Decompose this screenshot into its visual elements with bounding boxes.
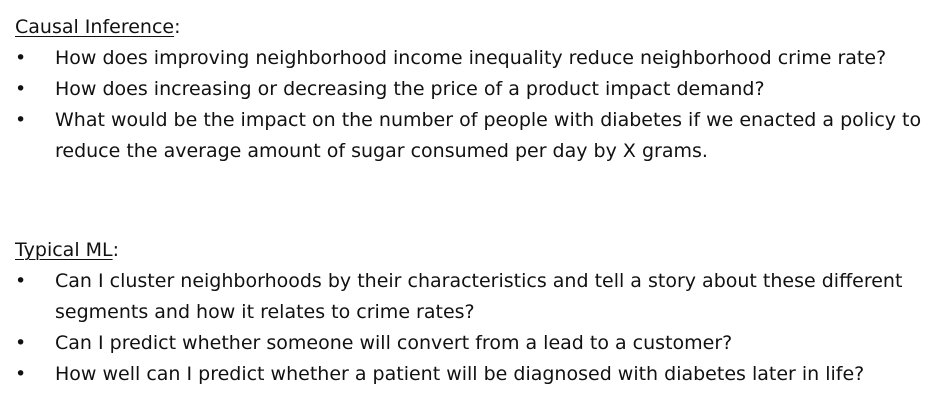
list-item: • Can I cluster neighborhoods by their c… [0,266,921,328]
section-heading-text: Typical ML [15,239,113,261]
bullet-icon: • [15,363,27,385]
bullet-icon: • [15,109,27,131]
bullet-icon: • [15,270,27,292]
section-heading: Typical ML: [15,235,950,266]
list-item-text: Can I predict whether someone will conve… [55,332,733,354]
list-item-text: Can I cluster neighborhoods by their cha… [55,270,903,323]
causal-inference-section: Causal Inference: • How does improving n… [0,12,950,167]
section-heading-text: Causal Inference [15,16,175,38]
list-item: • What would be the impact on the number… [0,105,941,167]
list-item-text: How well can I predict whether a patient… [55,363,865,385]
section-heading-colon: : [112,239,120,261]
list-item: • How does increasing or decreasing the … [0,74,950,105]
list-item-text: What would be the impact on the number o… [55,109,922,162]
list-item: • How does improving neighborhood income… [0,43,950,74]
typical-ml-section: Typical ML: • Can I cluster neighborhood… [0,235,950,390]
section-heading: Causal Inference: [15,12,950,43]
bullet-icon: • [15,332,27,354]
section-heading-colon: : [174,16,181,38]
list-item: • How well can I predict whether a patie… [0,359,950,390]
bullet-icon: • [15,78,27,100]
list-item: • Can I predict whether someone will con… [0,328,950,359]
list-item-text: How does increasing or decreasing the pr… [55,78,765,100]
list-item-text: How does improving neighborhood income i… [55,47,887,69]
bullet-list: • How does improving neighborhood income… [0,43,950,167]
bullet-icon: • [15,47,27,69]
bullet-list: • Can I cluster neighborhoods by their c… [0,266,950,390]
